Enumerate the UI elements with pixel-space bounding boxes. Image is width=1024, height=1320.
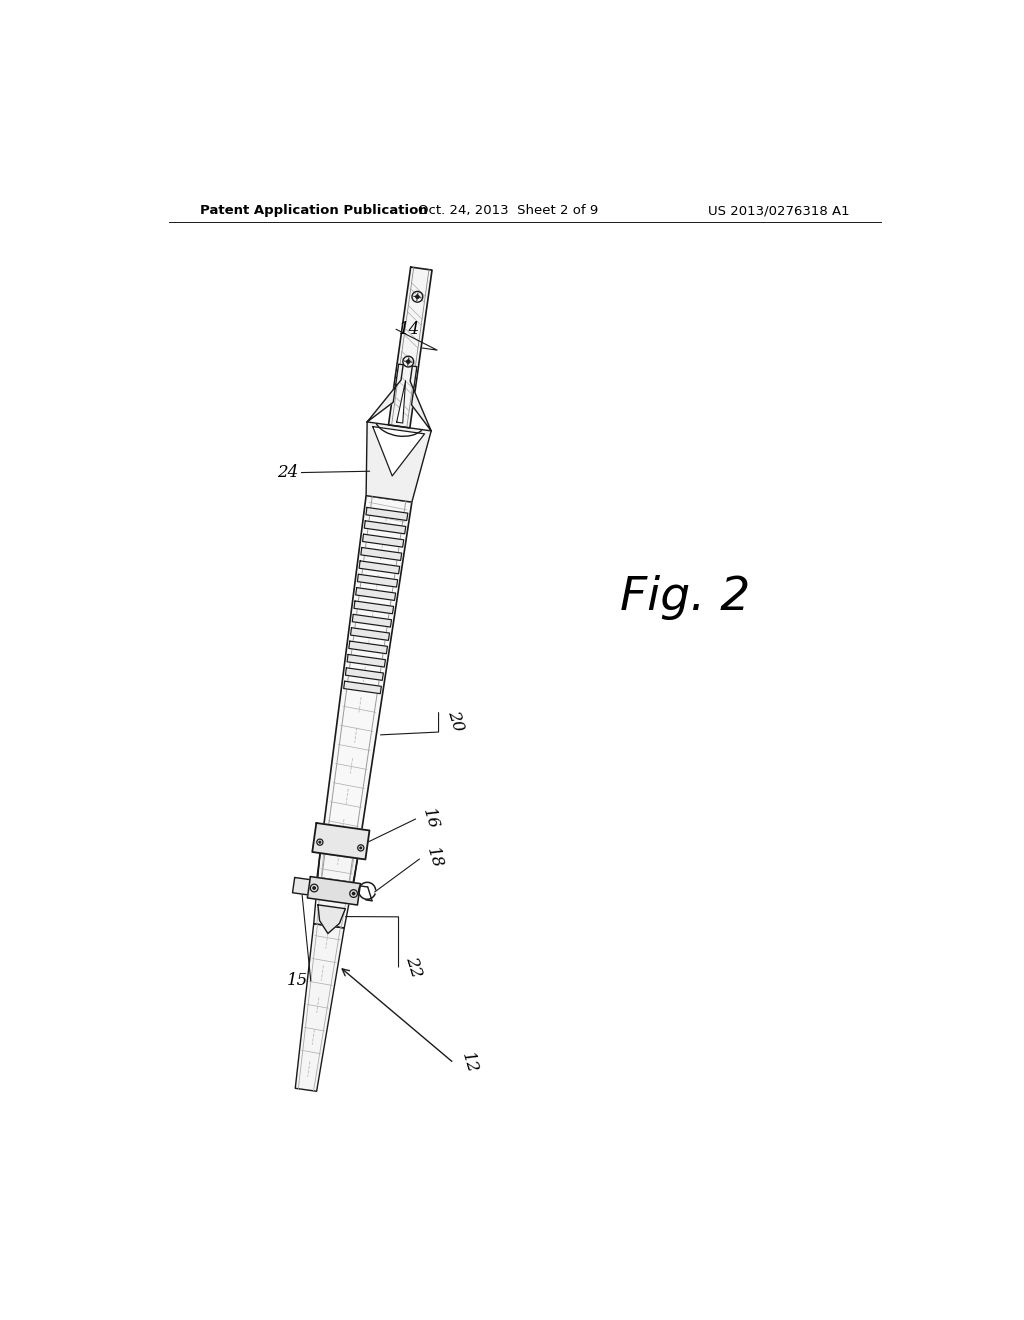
Circle shape bbox=[352, 892, 355, 895]
Polygon shape bbox=[313, 853, 357, 928]
Polygon shape bbox=[396, 380, 406, 422]
Text: Oct. 24, 2013  Sheet 2 of 9: Oct. 24, 2013 Sheet 2 of 9 bbox=[418, 205, 598, 218]
Polygon shape bbox=[344, 681, 381, 694]
Polygon shape bbox=[317, 495, 412, 883]
Text: 12: 12 bbox=[458, 1051, 480, 1076]
Polygon shape bbox=[312, 822, 370, 859]
Polygon shape bbox=[360, 548, 401, 561]
Text: 20: 20 bbox=[444, 708, 467, 733]
Text: 24: 24 bbox=[278, 465, 298, 480]
Polygon shape bbox=[362, 535, 403, 546]
Text: Patent Application Publication: Patent Application Publication bbox=[200, 205, 428, 218]
Polygon shape bbox=[317, 906, 345, 933]
Circle shape bbox=[407, 359, 411, 363]
Polygon shape bbox=[295, 924, 344, 1092]
Polygon shape bbox=[368, 364, 403, 422]
Text: 18: 18 bbox=[423, 845, 445, 870]
Polygon shape bbox=[347, 655, 385, 667]
Polygon shape bbox=[354, 601, 393, 614]
Text: 14: 14 bbox=[398, 321, 420, 338]
Polygon shape bbox=[293, 878, 310, 895]
Polygon shape bbox=[388, 267, 432, 428]
Text: Fig. 2: Fig. 2 bbox=[620, 574, 751, 620]
Polygon shape bbox=[365, 521, 406, 533]
Polygon shape bbox=[366, 507, 408, 520]
Polygon shape bbox=[352, 614, 391, 627]
Circle shape bbox=[416, 294, 419, 298]
Polygon shape bbox=[350, 628, 389, 640]
Polygon shape bbox=[349, 642, 387, 653]
Polygon shape bbox=[345, 668, 383, 680]
Polygon shape bbox=[411, 366, 431, 430]
Text: 15: 15 bbox=[287, 973, 307, 989]
Polygon shape bbox=[355, 587, 395, 601]
Text: 22: 22 bbox=[402, 954, 425, 979]
Circle shape bbox=[318, 841, 321, 843]
Circle shape bbox=[312, 887, 315, 890]
Polygon shape bbox=[359, 561, 399, 574]
Polygon shape bbox=[373, 426, 425, 477]
Polygon shape bbox=[357, 574, 397, 587]
Polygon shape bbox=[307, 876, 360, 906]
Polygon shape bbox=[367, 422, 431, 502]
Text: 16: 16 bbox=[419, 807, 441, 832]
Circle shape bbox=[359, 846, 361, 849]
Text: US 2013/0276318 A1: US 2013/0276318 A1 bbox=[709, 205, 850, 218]
